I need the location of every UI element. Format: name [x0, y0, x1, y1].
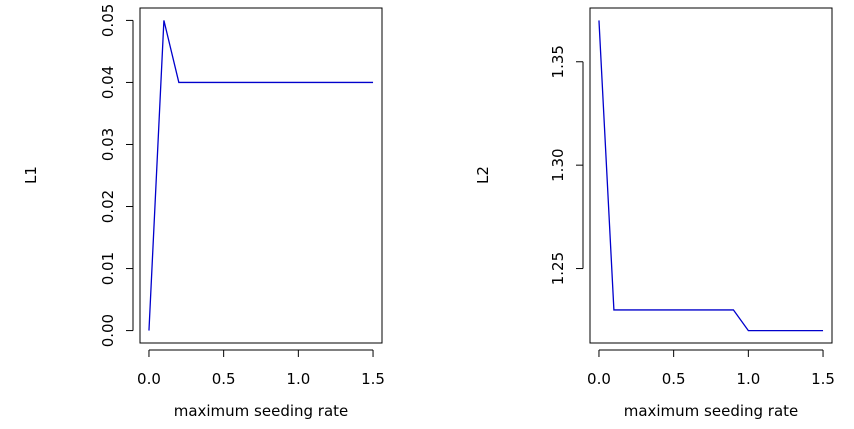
y-tick-label: 0.00: [99, 314, 117, 347]
y-tick-label: 0.04: [99, 66, 117, 99]
x-tick-label: 1.5: [811, 370, 835, 388]
series-line-l1: [148, 20, 374, 331]
x-tick-label: 1.5: [361, 370, 385, 388]
x-axis-l1: 0.0 0.5 1.0 1.5: [137, 349, 385, 388]
panel-l2: 0.0 0.5 1.0 1.5 1.25 1.30 1.35 maximum seedin…: [474, 7, 835, 420]
y-tick-label: 1.35: [549, 45, 567, 78]
y-axis-l2: 1.25 1.30 1.35: [549, 45, 584, 285]
x-axis-l2: 0.0 0.5 1.0 1.5: [587, 349, 835, 388]
panel-l1: 0.0 0.5 1.0 1.5 0.00 0.01 0.02 0.03 0.04 0.05 ma…: [22, 4, 385, 420]
y-tick-label: 0.02: [99, 190, 117, 223]
x-axis-label-l2: maximum seeding rate: [624, 402, 799, 420]
y-tick-label: 1.30: [549, 148, 567, 181]
y-tick-label: 0.05: [99, 4, 117, 37]
x-tick-label: 1.0: [286, 370, 310, 388]
y-tick-label: 0.01: [99, 252, 117, 285]
x-axis-label-l1: maximum seeding rate: [174, 402, 349, 420]
series-group-l2: [598, 20, 824, 332]
plot-frame-l1: [139, 7, 383, 344]
y-tick-label: 1.25: [549, 252, 567, 285]
x-tick-label: 1.0: [736, 370, 760, 388]
plot-frame-l2: [589, 7, 833, 344]
x-tick-label: 0.5: [212, 370, 236, 388]
series-group-l1: [148, 20, 374, 331]
y-tick-label: 0.03: [99, 128, 117, 161]
series-line-l2: [598, 20, 824, 332]
x-tick-label: 0.5: [662, 370, 686, 388]
x-tick-label: 0.0: [137, 370, 161, 388]
y-axis-label-l2: L2: [474, 166, 492, 184]
y-axis-l1: 0.00 0.01 0.02 0.03 0.04 0.05: [99, 4, 134, 347]
x-tick-label: 0.0: [587, 370, 611, 388]
y-axis-label-l1: L1: [22, 166, 40, 184]
